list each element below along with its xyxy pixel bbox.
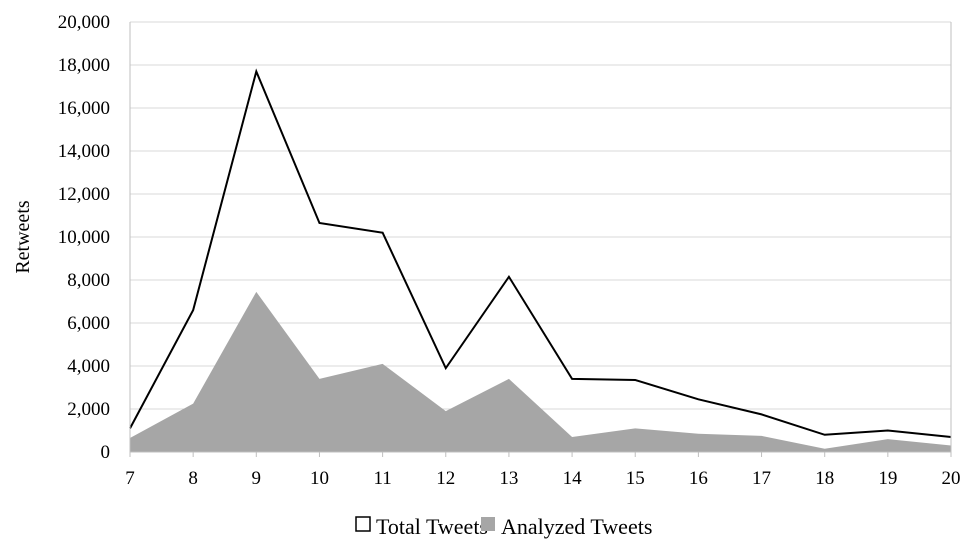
legend-label-total-tweets: Total Tweets [376,514,488,539]
legend: Total Tweets Analyzed Tweets [355,514,652,539]
y-tick-label: 10,000 [58,227,110,248]
y-tick-label: 8,000 [67,270,110,291]
x-tick-label: 10 [310,468,329,489]
y-tick-label: 16,000 [58,98,110,119]
y-tick-label: 14,000 [58,141,110,162]
series-layer [129,68,952,452]
y-tick-label: 4,000 [67,356,110,377]
axes: 0 2,000 4,000 6,000 8,000 10,000 12,000 14,000 1… [12,12,961,489]
analyzed-tweets-area [130,291,951,452]
y-tick-label: 2,000 [67,399,110,420]
x-tick-label: 9 [252,468,262,489]
x-tick-label: 19 [878,468,897,489]
x-tick-label: 8 [188,468,198,489]
x-tick-label: 20 [942,468,961,489]
x-tick-label: 18 [815,468,834,489]
x-tick-label: 15 [626,468,645,489]
y-axis-title: Retweets [12,200,34,274]
x-tick-label: 17 [752,468,771,489]
y-tick-label: 6,000 [67,313,110,334]
y-tick-label: 18,000 [58,55,110,76]
total-tweets-line [129,68,952,438]
legend-swatch-analyzed-tweets [481,517,495,531]
x-tick-label: 7 [125,468,135,489]
x-tick-label: 14 [563,468,583,489]
x-tick-label: 12 [436,468,455,489]
legend-swatch-total-tweets [355,516,371,532]
x-tick-label: 11 [373,468,391,489]
x-tick-label: 16 [689,468,708,489]
y-tick-label: 12,000 [58,184,110,205]
y-tick-label: 20,000 [58,12,110,33]
x-tick-label: 13 [499,468,518,489]
y-tick-label: 0 [101,442,111,463]
legend-label-analyzed-tweets: Analyzed Tweets [501,514,652,539]
